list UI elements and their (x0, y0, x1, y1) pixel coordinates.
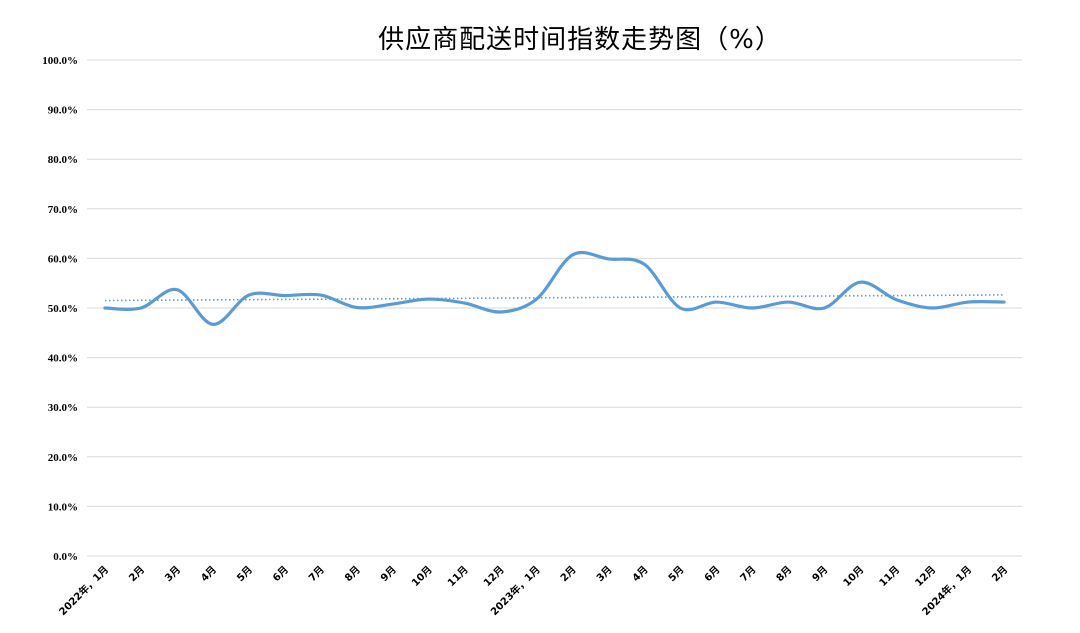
y-tick-label: 60.0% (48, 253, 78, 265)
x-tick-label: 8月 (342, 564, 362, 584)
x-tick-label: 4月 (199, 564, 219, 584)
x-axis-ticks: 2022年，1月 2月 3月 4月 5月 6月 7月 8月 9月 10月 11月 12月2023年，1… (56, 563, 1010, 618)
x-tick-label: 2022年，1月 (56, 563, 111, 618)
y-tick-label: 40.0% (48, 353, 78, 365)
x-tick-label: 12月 (481, 564, 506, 589)
y-tick-label: 10.0% (48, 501, 78, 513)
x-tick-label: 9月 (378, 564, 398, 584)
y-axis-ticks: 0.0% 10.0% 20.0% 30.0% 40.0% 50.0% 60.0% 70.0% 8… (42, 55, 78, 563)
y-tick-label: 50.0% (48, 303, 78, 315)
x-tick-label: 10月 (841, 564, 866, 589)
x-tick-label: 3月 (163, 564, 183, 584)
x-tick-label: 5月 (234, 564, 254, 584)
x-tick-label: 2月 (990, 564, 1010, 584)
y-tick-label: 30.0% (48, 402, 78, 414)
x-tick-label: 11月 (445, 564, 470, 589)
y-tick-label: 20.0% (48, 452, 78, 464)
series-line (103, 250, 1006, 326)
series-layer (103, 250, 1006, 326)
x-tick-label: 6月 (702, 564, 722, 584)
y-tick-label: 100.0% (42, 55, 78, 67)
x-tick-label: 2月 (127, 564, 147, 584)
y-tick-label: 80.0% (48, 154, 78, 166)
x-tick-label: 7月 (738, 564, 758, 584)
x-tick-label: 11月 (877, 564, 902, 589)
gridlines (87, 59, 1022, 557)
x-tick-label: 8月 (774, 564, 794, 584)
x-tick-label: 7月 (306, 564, 326, 584)
x-tick-label: 12月 (913, 564, 938, 589)
y-tick-label: 0.0% (53, 551, 78, 563)
x-tick-label: 3月 (594, 564, 614, 584)
x-tick-label: 9月 (810, 564, 830, 584)
y-tick-label: 90.0% (48, 105, 78, 117)
x-tick-label: 10月 (409, 564, 434, 589)
chart-title: 供应商配送时间指数走势图（%） (378, 25, 782, 55)
x-tick-label: 5月 (666, 564, 686, 584)
x-tick-label: 6月 (270, 564, 290, 584)
x-tick-label: 2月 (558, 564, 578, 584)
x-tick-label: 4月 (630, 564, 650, 584)
trendline (104, 294, 1005, 302)
y-tick-label: 70.0% (48, 204, 78, 216)
